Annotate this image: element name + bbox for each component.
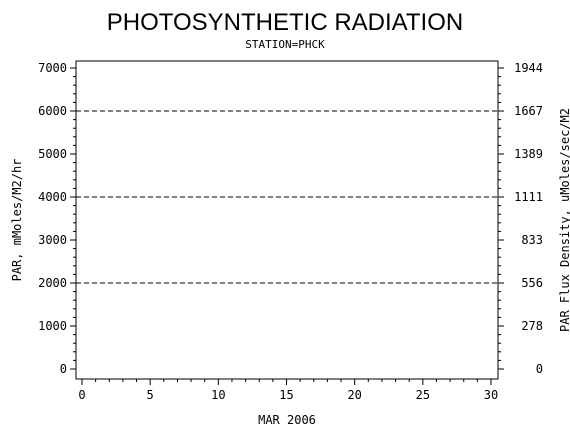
y-tick-label-right: 0 [536,362,543,376]
x-tick-label: 5 [147,388,154,402]
y-tick-label: 5000 [38,147,67,161]
x-tick-label: 0 [78,388,85,402]
x-tick-labels: 0 5 10 15 20 25 30 [78,388,498,402]
y-tick-label-right: 556 [521,276,543,290]
y-tick-label-right: 278 [521,319,543,333]
plot-area [75,60,499,380]
y-tick-label-right: 1111 [514,190,543,204]
x-tick-label: 30 [484,388,498,402]
tick-marks [70,67,504,385]
x-tick-label: 25 [416,388,430,402]
y-axis-label-right: PAR Flux Density, uMoles/sec/M2 [558,108,570,332]
y-tick-label-right: 1944 [514,61,543,75]
y-tick-label: 7000 [38,61,67,75]
x-tick-label: 20 [347,388,361,402]
y-tick-label: 6000 [38,104,67,118]
y-tick-labels-right: 0 278 556 833 1111 1389 1667 1944 [514,61,543,376]
x-tick-label: 10 [211,388,225,402]
y-tick-label-right: 833 [521,233,543,247]
y-axis-label: PAR, mMoles/M2/hr [10,159,24,282]
y-tick-labels: 0 1000 2000 3000 4000 5000 6000 7000 [38,61,67,376]
chart-subtitle: STATION=PHCK [245,38,325,51]
y-tick-label: 1000 [38,319,67,333]
y-tick-label-right: 1389 [514,147,543,161]
y-tick-label: 3000 [38,233,67,247]
x-tick-label: 15 [279,388,293,402]
y-tick-label: 4000 [38,190,67,204]
gridlines [76,110,498,284]
y-tick-label: 0 [60,362,67,376]
y-tick-label-right: 1667 [514,104,543,118]
y-tick-label: 2000 [38,276,67,290]
x-axis-label: MAR 2006 [258,413,316,427]
chart-title: PHOTOSYNTHETIC RADIATION [107,9,463,36]
